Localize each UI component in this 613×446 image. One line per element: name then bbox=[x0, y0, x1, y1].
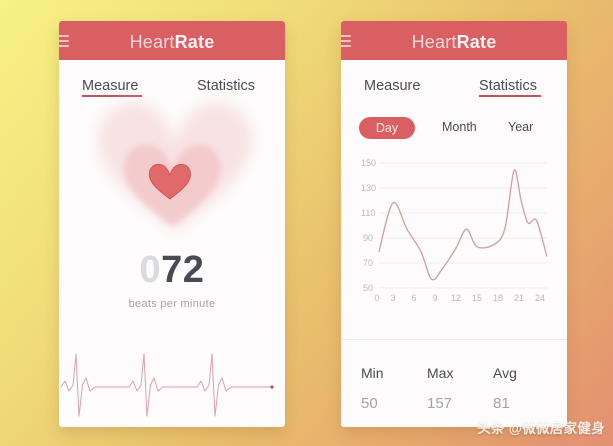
svg-text:50: 50 bbox=[363, 283, 373, 293]
svg-text:110: 110 bbox=[361, 208, 375, 218]
svg-text:21: 21 bbox=[514, 293, 524, 303]
svg-text:150: 150 bbox=[361, 158, 376, 168]
svg-text:90: 90 bbox=[363, 233, 373, 243]
svg-text:70: 70 bbox=[363, 258, 373, 268]
svg-text:0: 0 bbox=[374, 293, 379, 303]
svg-text:15: 15 bbox=[472, 293, 482, 303]
svg-text:24: 24 bbox=[535, 293, 545, 303]
svg-text:9: 9 bbox=[432, 293, 437, 303]
svg-text:130: 130 bbox=[361, 183, 376, 193]
svg-text:12: 12 bbox=[451, 293, 461, 303]
svg-text:18: 18 bbox=[493, 293, 503, 303]
svg-text:3: 3 bbox=[390, 293, 395, 303]
svg-text:6: 6 bbox=[411, 293, 416, 303]
